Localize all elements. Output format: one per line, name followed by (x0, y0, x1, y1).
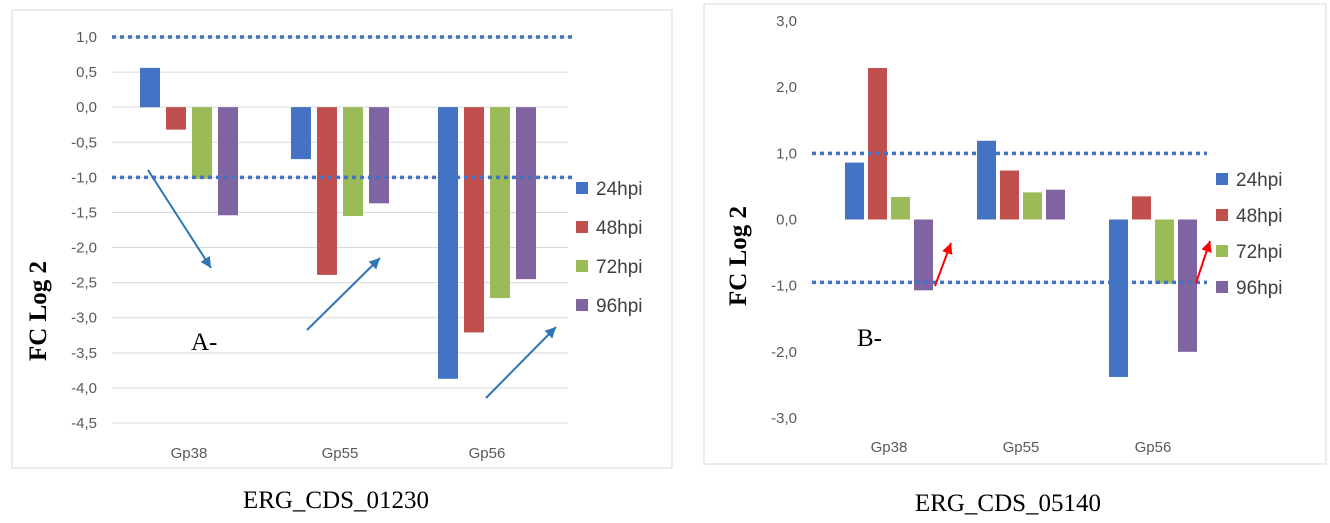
chart-a-bar-gp55-48hpi (317, 107, 337, 275)
chart-a-y-tick-label: -4,0 (71, 380, 97, 397)
chart-b-bar-gp55-72hpi (1023, 192, 1042, 220)
chart-a-legend-label-48hpi: 48hpi (596, 218, 643, 239)
chart-b-legend-swatch-72hpi (1216, 245, 1228, 257)
chart-a-y-tick-label: -3,5 (71, 345, 97, 362)
chart-a-bar-gp56-96hpi (516, 107, 536, 280)
chart-a-y-tick-label: -0,5 (71, 134, 97, 151)
chart-b-bar-gp38-24hpi (845, 162, 864, 220)
chart-b-category-labels: Gp38 Gp55 Gp56 (871, 439, 1172, 456)
chart-b-category-label: Gp38 (871, 439, 908, 456)
chart-b-frame (703, 3, 1327, 465)
chart-panel-a: FC Log 2 1,0 0,5 0,0 -0,5 -1,0 -1,5 -2,0 -2,5 -3… (11, 9, 673, 469)
chart-b-category-label: Gp56 (1135, 439, 1172, 456)
chart-b-legend: 24hpi 48hpi 72hpi 96hpi (1216, 170, 1283, 299)
chart-a-arrow-head (544, 327, 556, 339)
chart-b-bars (845, 67, 1197, 377)
chart-a-legend: 24hpi 48hpi 72hpi 96hpi (576, 179, 643, 317)
chart-b-y-tick-label: -1,0 (771, 278, 797, 295)
chart-b-bar-gp55-48hpi (1000, 170, 1019, 220)
chart-b-bar-gp38-48hpi (868, 67, 887, 220)
chart-a-bar-gp38-48hpi (166, 107, 186, 130)
chart-a-arrow-head (368, 258, 380, 270)
chart-b-legend-swatch-24hpi (1216, 173, 1228, 185)
chart-a-y-tick-label: -1,0 (71, 169, 97, 186)
chart-a-arrows (147, 169, 557, 399)
chart-b-threshold-lines (812, 151, 1207, 285)
chart-b-bar-gp56-48hpi (1132, 196, 1151, 220)
chart-b-bar-gp56-96hpi (1178, 219, 1197, 352)
chart-a-panel-label: A- (191, 329, 217, 356)
chart-a-bar-gp55-72hpi (343, 107, 363, 216)
chart-a-legend-label-96hpi: 96hpi (596, 296, 643, 317)
chart-a-legend-label-24hpi: 24hpi (596, 179, 643, 200)
chart-b-legend-label-96hpi: 96hpi (1236, 278, 1283, 299)
chart-a-bar-gp55-24hpi (291, 107, 311, 160)
chart-b-bar-gp38-72hpi (891, 197, 910, 220)
chart-a-legend-swatch-24hpi (576, 182, 588, 194)
chart-a-y-axis-title: FC Log 2 (25, 261, 52, 361)
chart-panel-b: FC Log 2 3,02,01,00,0-1,0-2,0-3,0 Gp38 Gp… (703, 3, 1327, 465)
chart-b-bar-gp55-96hpi (1046, 189, 1065, 220)
chart-a-bar-gp38-96hpi (218, 107, 238, 216)
chart-a-bar-gp38-72hpi (192, 107, 212, 179)
chart-a-threshold-lines (112, 35, 576, 180)
chart-a-category-label: Gp38 (171, 445, 208, 462)
chart-a-bar-gp55-96hpi (369, 107, 389, 204)
chart-a-frame (11, 9, 673, 469)
chart-a-y-tick-label: 1,0 (76, 29, 97, 46)
chart-a-y-tick-label: -2,0 (71, 240, 97, 257)
chart-a-legend-swatch-96hpi (576, 299, 588, 311)
chart-a-bar-gp56-72hpi (490, 107, 510, 299)
chart-b-arrows (934, 240, 1212, 287)
chart-a-category-label: Gp56 (469, 445, 506, 462)
chart-a-y-tick-label: 0,0 (76, 99, 97, 116)
chart-a-y-tick-labels: 1,0 0,5 0,0 -0,5 -1,0 -1,5 -2,0 -2,5 -3,0 -3,5 -4,… (71, 29, 97, 432)
chart-a-bar-gp38-24hpi (140, 67, 160, 108)
chart-a-legend-swatch-72hpi (576, 260, 588, 272)
chart-b-legend-label-48hpi: 48hpi (1236, 206, 1283, 227)
chart-b-arrow-head (942, 243, 953, 255)
chart-b-legend-label-72hpi: 72hpi (1236, 242, 1283, 263)
chart-a-legend-label-72hpi: 72hpi (596, 257, 643, 278)
chart-a-arrow-head (200, 256, 211, 268)
chart-a-bars (140, 67, 536, 379)
chart-b-y-tick-label: 2,0 (776, 79, 797, 96)
chart-a-category-label: Gp55 (322, 445, 359, 462)
chart-a-y-tick-label: -1,5 (71, 204, 97, 221)
chart-b-legend-swatch-48hpi (1216, 209, 1228, 221)
chart-b-arrow-head (1201, 241, 1212, 253)
chart-a-y-tick-label: -3,0 (71, 310, 97, 327)
chart-b-y-tick-label: 1,0 (776, 145, 797, 162)
chart-b-y-tick-label: 0,0 (776, 212, 797, 229)
chart-b-bar-gp56-72hpi (1155, 219, 1174, 284)
chart-b-legend-swatch-96hpi (1216, 281, 1228, 293)
chart-b-y-axis-title: FC Log 2 (725, 206, 752, 306)
chart-b-caption: ERG_CDS_05140 (915, 490, 1101, 517)
chart-a-y-tick-label: 0,5 (76, 64, 97, 81)
chart-a-category-labels: Gp38 Gp55 Gp56 (171, 445, 506, 462)
chart-b-y-tick-labels: 3,0 2,0 1,0 0,0 -1,0 -2,0 -3,0 (771, 13, 797, 427)
chart-a-bar-gp56-24hpi (438, 107, 458, 379)
chart-b-y-tick-label: -3,0 (771, 410, 797, 427)
chart-b-bar-gp38-96hpi (914, 219, 933, 291)
chart-a-bar-gp56-48hpi (464, 107, 484, 333)
chart-b-y-tick-label: -2,0 (771, 344, 797, 361)
chart-a-arrow-line (306, 257, 381, 331)
chart-a-legend-swatch-48hpi (576, 221, 588, 233)
chart-b-panel-label: B- (857, 325, 882, 352)
chart-b-bar-gp56-24hpi (1109, 219, 1128, 377)
chart-b-category-label: Gp55 (1003, 439, 1040, 456)
chart-b-bar-gp55-24hpi (977, 140, 996, 220)
chart-a-y-tick-label: -2,5 (71, 275, 97, 292)
chart-a-caption: ERG_CDS_01230 (243, 487, 429, 514)
chart-a-arrow-line (485, 326, 557, 399)
chart-a-arrow-line (147, 169, 212, 269)
chart-b-y-tick-label: 3,0 (776, 13, 797, 30)
chart-a-y-tick-label: -4,5 (71, 415, 97, 432)
chart-b-legend-label-24hpi: 24hpi (1236, 170, 1283, 191)
